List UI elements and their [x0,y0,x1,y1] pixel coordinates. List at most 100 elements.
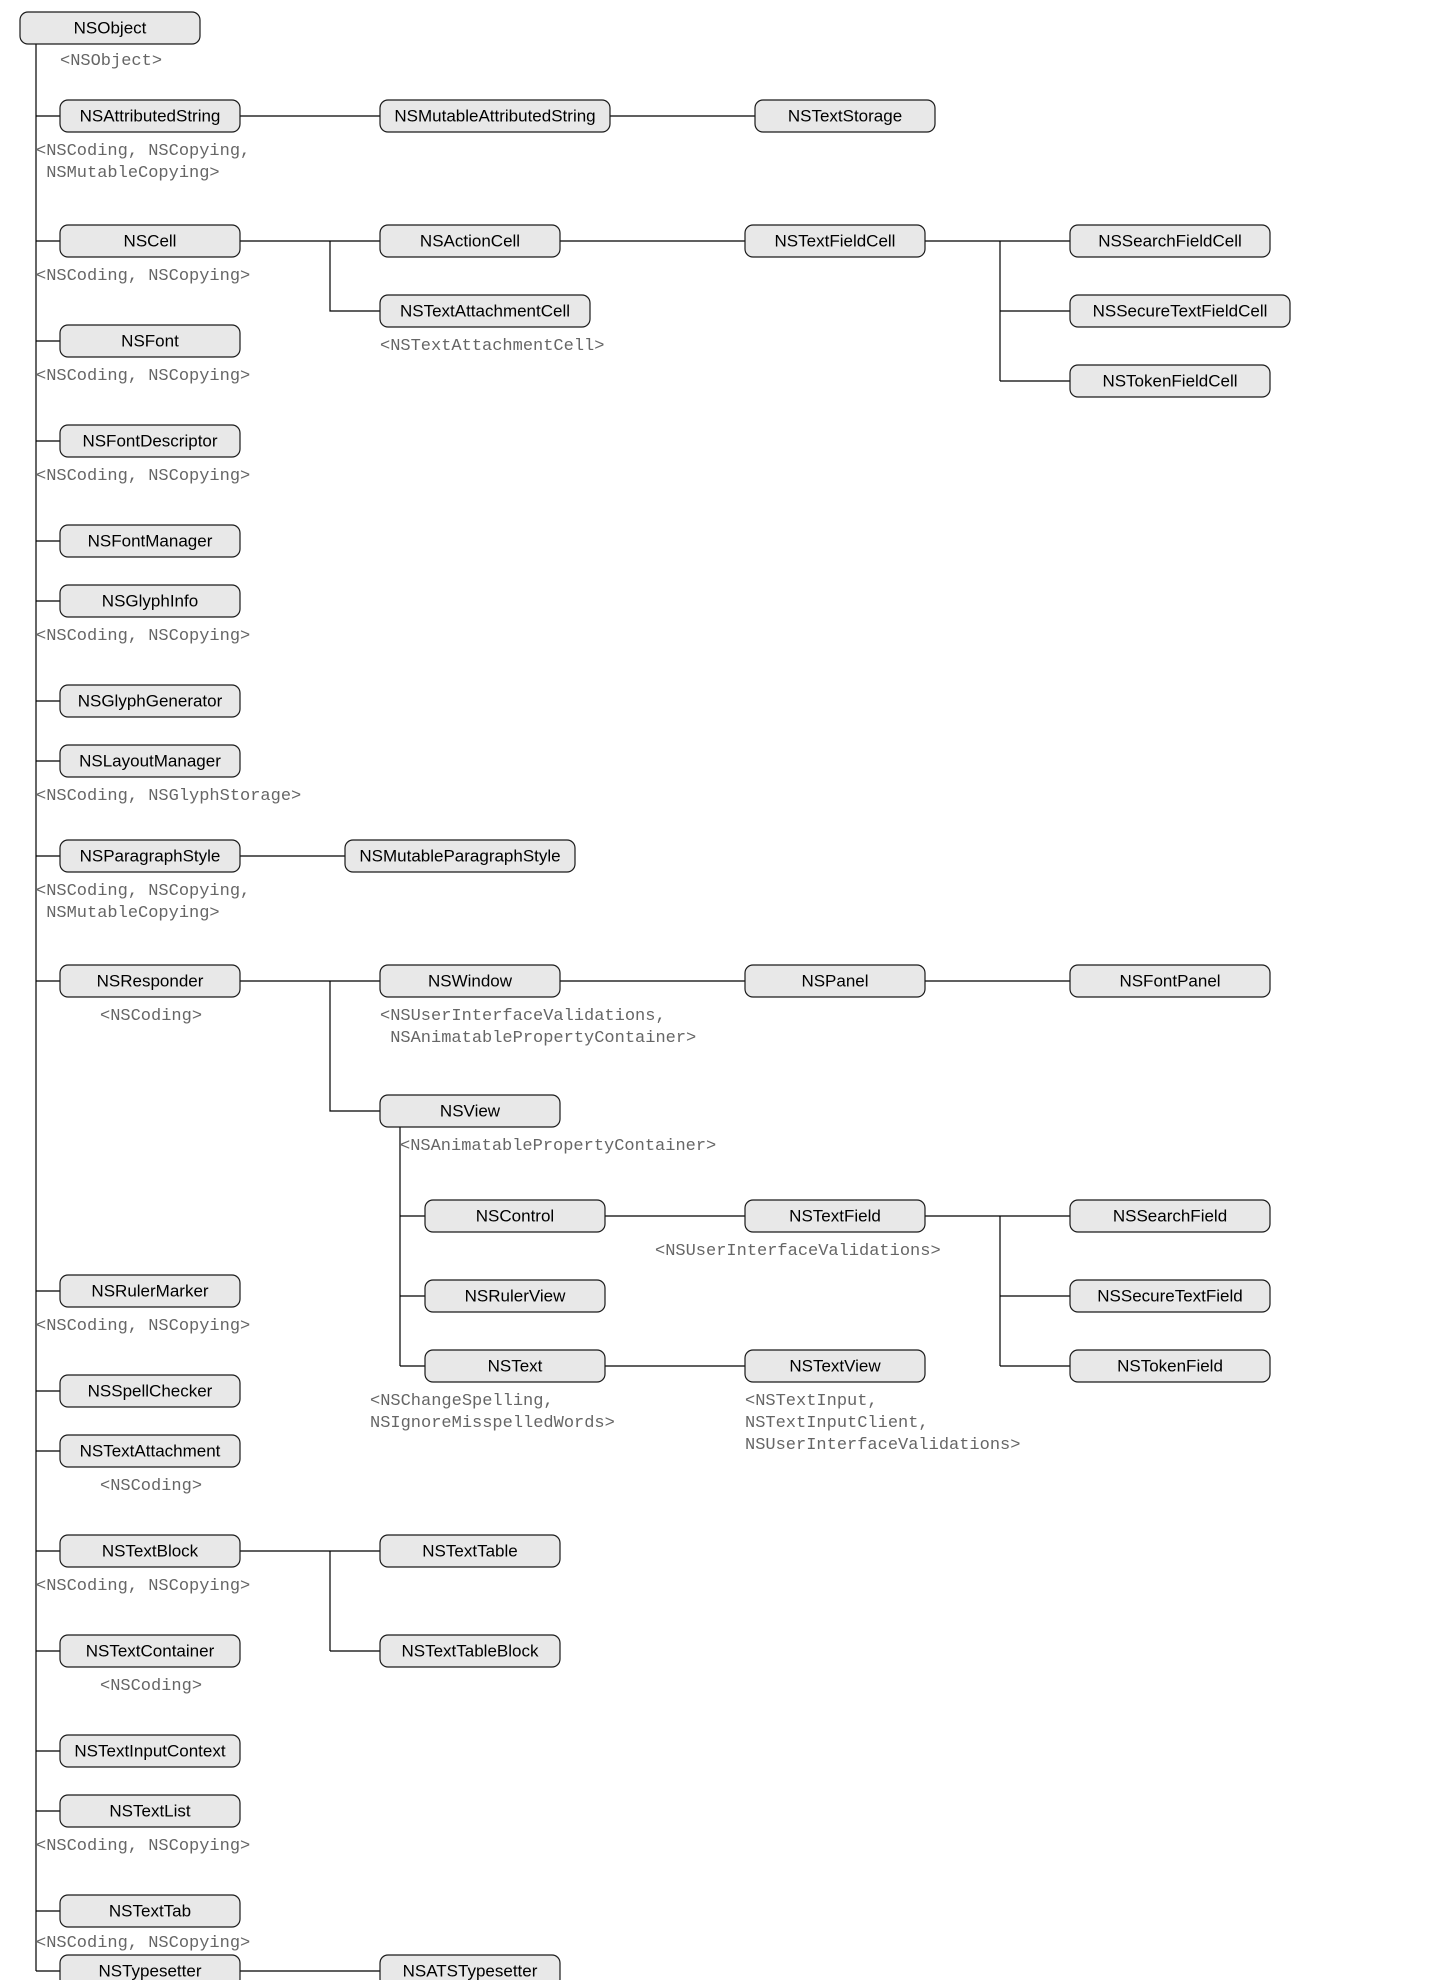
class-node-nspanel: NSPanel [745,965,925,997]
protocol-label: <NSUserInterfaceValidations> [655,1242,941,1261]
protocol-label: <NSCoding, NSCopying> [36,1934,250,1953]
class-node-nsfontpanel: NSFontPanel [1070,965,1270,997]
class-label: NSGlyphInfo [102,591,198,610]
class-label: NSSearchField [1113,1206,1227,1225]
class-label: NSParagraphStyle [80,846,221,865]
protocol-label: <NSCoding, NSCopying, NSMutableCopying> [36,882,250,923]
class-node-nsfont: NSFont [60,325,240,357]
class-label: NSTextTable [422,1541,517,1560]
class-label: NSTypesetter [99,1961,202,1980]
class-node-nscell: NSCell [60,225,240,257]
protocol-label: <NSCoding, NSCopying> [36,367,250,386]
class-node-nstextblock: NSTextBlock [60,1535,240,1567]
protocol-label: <NSCoding, NSCopying> [36,1317,250,1336]
class-node-nsatstypesetter: NSATSTypesetter [380,1955,560,1980]
class-label: NSFontManager [88,531,213,550]
class-node-nsrulerview: NSRulerView [425,1280,605,1312]
edge [240,1551,380,1651]
class-label: NSGlyphGenerator [78,691,223,710]
protocol-label: <NSCoding> [100,1477,202,1496]
class-node-nsglyphgenerator: NSGlyphGenerator [60,685,240,717]
class-label: NSRulerMarker [91,1281,208,1300]
class-node-nsfontdescriptor: NSFontDescriptor [60,425,240,457]
class-node-nsmutableattributedstring: NSMutableAttributedString [380,100,610,132]
class-hierarchy-diagram: NSObject NSAttributedString NSMutableAttri… [0,0,1434,1980]
class-node-nsparagraphstyle: NSParagraphStyle [60,840,240,872]
class-label: NSObject [74,18,147,37]
class-label: NSTokenFieldCell [1102,371,1237,390]
class-label: NSTextFieldCell [775,231,896,250]
edge [330,241,380,311]
class-node-nstextstorage: NSTextStorage [755,100,935,132]
protocol-label: <NSChangeSpelling,NSIgnoreMisspelledWord… [370,1392,615,1433]
edge [330,981,380,1111]
class-label: NSTokenField [1117,1356,1223,1375]
protocol-label: <NSUserInterfaceValidations, NSAnimatabl… [380,1007,696,1048]
class-node-nstexttable: NSTextTable [380,1535,560,1567]
protocol-label: <NSCoding, NSCopying, NSMutableCopying> [36,142,250,183]
class-node-nstokenfieldcell: NSTokenFieldCell [1070,365,1270,397]
protocol-label: <NSCoding> [100,1677,202,1696]
class-label: NSRulerView [465,1286,567,1305]
class-label: NSTextTab [109,1901,191,1920]
class-label: NSView [440,1101,501,1120]
class-label: NSTextList [109,1801,191,1820]
class-label: NSTextAttachmentCell [400,301,570,320]
class-node-nssearchfield: NSSearchField [1070,1200,1270,1232]
class-label: NSTextContainer [86,1641,215,1660]
protocol-label: <NSCoding> [100,1007,202,1026]
class-node-nstextattachmentcell: NSTextAttachmentCell [380,295,590,327]
protocol-label: <NSCoding, NSCopying> [36,627,250,646]
class-label: NSFontDescriptor [82,431,217,450]
class-node-nstypesetter: NSTypesetter [60,1955,240,1980]
class-label: NSTextBlock [102,1541,199,1560]
protocol-label: <NSTextAttachmentCell> [380,337,604,356]
class-label: NSSpellChecker [88,1381,213,1400]
class-node-nstextcontainer: NSTextContainer [60,1635,240,1667]
class-label: NSSecureTextFieldCell [1093,301,1268,320]
class-node-nscontrol: NSControl [425,1200,605,1232]
class-label: NSFont [121,331,179,350]
class-node-nstextinputcontext: NSTextInputContext [60,1735,240,1767]
class-node-nstextview: NSTextView [745,1350,925,1382]
protocol-label: <NSCoding, NSCopying> [36,1577,250,1596]
class-label: NSMutableParagraphStyle [359,846,560,865]
protocol-label: <NSTextInput,NSTextInputClient,NSUserInt… [745,1392,1020,1455]
class-label: NSMutableAttributedString [394,106,595,125]
class-node-nsmutableparagraphstyle: NSMutableParagraphStyle [345,840,575,872]
class-label: NSTextStorage [788,106,902,125]
class-label: NSActionCell [420,231,520,250]
class-node-nstextattachment: NSTextAttachment [60,1435,240,1467]
class-label: NSTextAttachment [80,1441,221,1460]
class-label: NSCell [124,231,177,250]
class-label: NSTextTableBlock [401,1641,539,1660]
class-label: NSTextField [789,1206,881,1225]
protocol-label: <NSAnimatablePropertyContainer> [400,1137,716,1156]
class-label: NSWindow [428,971,513,990]
class-node-nstext: NSText [425,1350,605,1382]
protocol-label: <NSCoding, NSGlyphStorage> [36,787,301,806]
class-label: NSSearchFieldCell [1098,231,1242,250]
class-node-nssecuretextfieldcell: NSSecureTextFieldCell [1070,295,1290,327]
class-node-nsview: NSView [380,1095,560,1127]
class-node-nssecuretextfield: NSSecureTextField [1070,1280,1270,1312]
class-node-nsobject: NSObject [20,12,200,44]
class-node-nsspellchecker: NSSpellChecker [60,1375,240,1407]
class-node-nstextfieldcell: NSTextFieldCell [745,225,925,257]
class-label: NSTextInputContext [74,1741,225,1760]
class-node-nsresponder: NSResponder [60,965,240,997]
class-label: NSAttributedString [80,106,221,125]
class-node-nstexttab: NSTextTab [60,1895,240,1927]
class-label: NSTextView [789,1356,881,1375]
class-label: NSPanel [801,971,868,990]
protocol-label: <NSCoding, NSCopying> [36,267,250,286]
protocol-label: <NSCoding, NSCopying> [36,467,250,486]
class-node-nsrulermarker: NSRulerMarker [60,1275,240,1307]
class-node-nsactioncell: NSActionCell [380,225,560,257]
class-node-nsattributedstring: NSAttributedString [60,100,240,132]
class-label: NSFontPanel [1119,971,1220,990]
class-node-nswindow: NSWindow [380,965,560,997]
class-node-nstokenfield: NSTokenField [1070,1350,1270,1382]
class-node-nssearchfieldcell: NSSearchFieldCell [1070,225,1270,257]
class-label: NSResponder [97,971,204,990]
